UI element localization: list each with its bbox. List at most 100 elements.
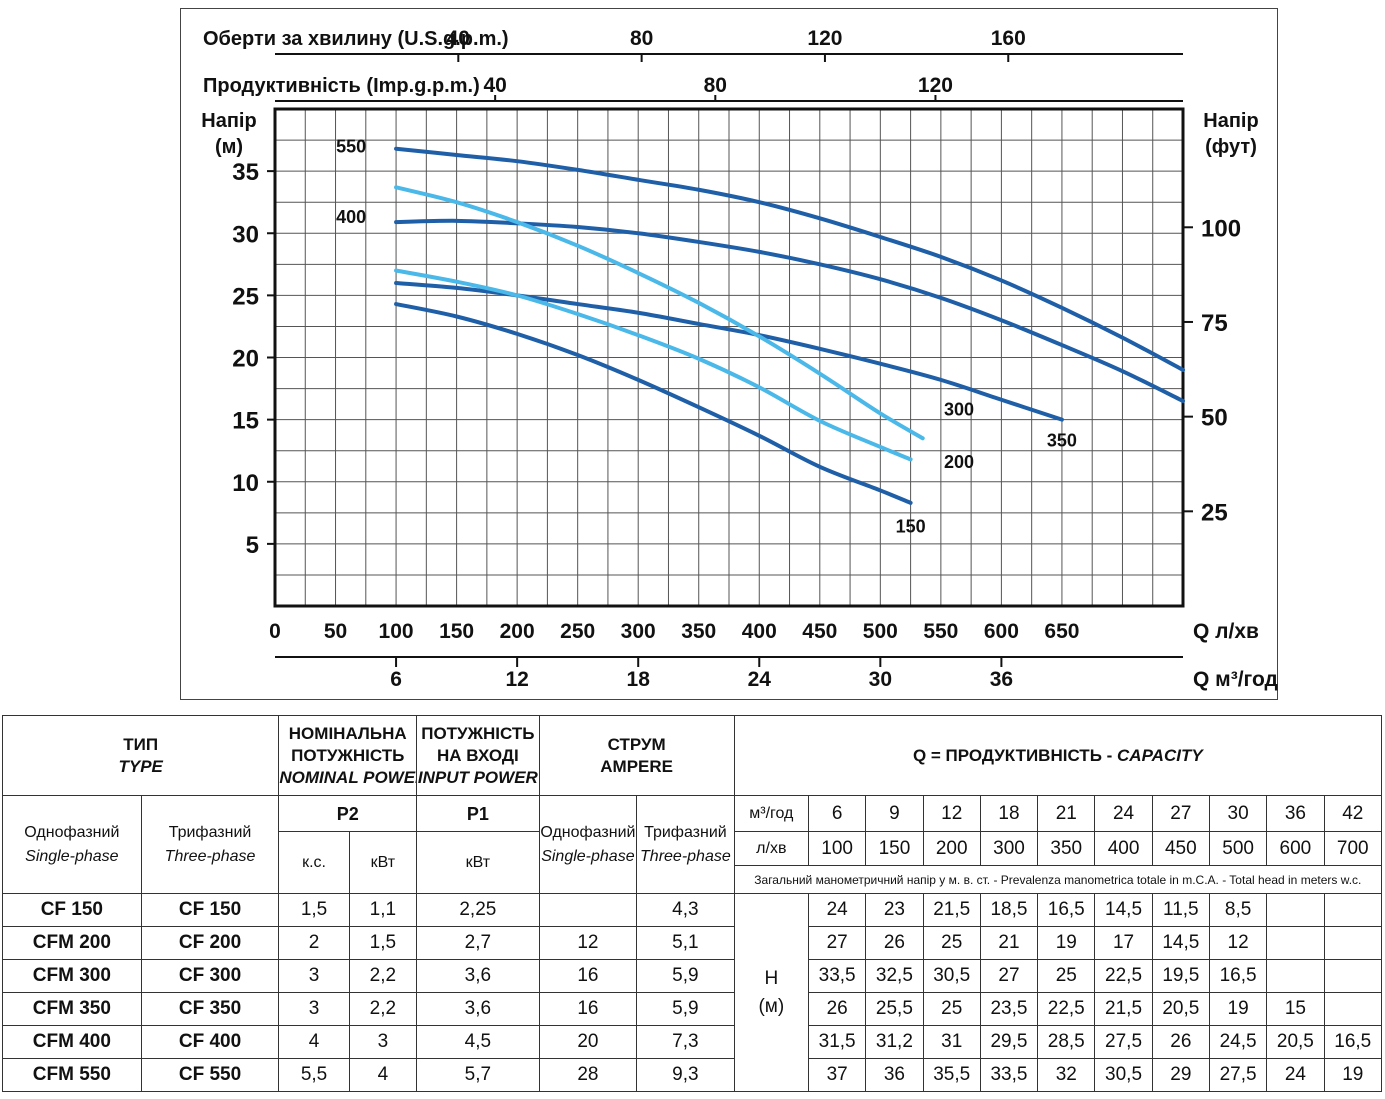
ampere-en: AMPERE xyxy=(600,756,674,776)
head-value xyxy=(1266,959,1325,993)
head-value: 26 xyxy=(807,992,867,1026)
input-power-en: INPUT POWER xyxy=(417,767,538,787)
table-row: CFM 200 CF 200 2 1,5 2,7 12 5,1 27 26 25 21 19 17 14,… xyxy=(2,926,1383,960)
x-top-usgpm-tick-label: 40 xyxy=(447,27,470,50)
y-right-label: Напір xyxy=(1203,110,1258,132)
capacity-ua: Q = ПРОДУКТИВНІСТЬ - xyxy=(912,745,1118,765)
amp-three-header: Трифазний Three-phase xyxy=(636,795,735,894)
x-top-impgpm-label: Продуктивність (Imp.g.p.m.) xyxy=(203,75,480,97)
head-value xyxy=(1266,893,1325,927)
capacity-m3h-cell: 30 xyxy=(1208,795,1268,832)
amp-three-ua: Трифазний xyxy=(644,823,727,841)
x-bottom-m3h-tick-label: 18 xyxy=(627,668,651,691)
x-bottom-lmin-tick-label: 600 xyxy=(984,620,1019,643)
y-right-tick-label: 100 xyxy=(1201,215,1241,242)
capacity-m3h-cell: 36 xyxy=(1266,795,1325,832)
x-top-impgpm-tick-label: 80 xyxy=(704,74,727,97)
head-value: 15 xyxy=(1266,992,1325,1026)
nominal-power-header: НОМІНАЛЬНА ПОТУЖНІСТЬ NOMINAL POWER xyxy=(278,715,418,796)
x-bottom-m3h-label: Q м³/год xyxy=(1193,668,1278,691)
amp-single: 28 xyxy=(538,1058,638,1092)
curve-200 xyxy=(394,268,913,462)
spec-rows: CF 150 CF 150 1,5 1,1 2,25 4,3 H (м) 24 23 21,5 18,… xyxy=(2,893,1383,1092)
amp-single-ua: Однофазний xyxy=(540,823,636,841)
x-top-usgpm-label: Оберти за хвилину (U.S.g.p.m.) xyxy=(203,28,509,50)
capacity-lmin-cell: 100 xyxy=(807,831,867,866)
x-bottom-m3h-tick-label: 30 xyxy=(869,668,892,691)
amp-single: 12 xyxy=(538,926,638,960)
model-single-phase: CF 150 xyxy=(2,893,142,927)
head-value: 31 xyxy=(922,1025,981,1059)
amp-single-header: Однофазний Single-phase xyxy=(538,795,638,894)
m3h-unit-cell: м³/год xyxy=(733,795,810,832)
amp-single xyxy=(538,893,638,927)
head-value: 37 xyxy=(807,1058,867,1092)
nominal-power-en: NOMINAL POWER xyxy=(279,767,417,787)
type-header-ua: ТИП xyxy=(123,734,159,754)
nominal-kw: 3 xyxy=(348,1025,418,1059)
head-value: 31,2 xyxy=(865,1025,924,1059)
head-value: 19,5 xyxy=(1151,959,1210,993)
nominal-power-ua-1: НОМІНАЛЬНА xyxy=(288,723,407,743)
input-power-ua-2: НА ВХОДІ xyxy=(437,745,519,765)
curve-label-200: 200 xyxy=(944,452,974,472)
head-value: 20,5 xyxy=(1151,992,1210,1026)
amp-three: 4,3 xyxy=(636,893,735,927)
capacity-m3h-cell: 42 xyxy=(1323,795,1383,832)
capacity-m3h-cell: 18 xyxy=(979,795,1039,832)
head-value: 24,5 xyxy=(1208,1025,1268,1059)
y-left-label: Напір xyxy=(201,110,256,132)
x-bottom-m3h-tick-label: 36 xyxy=(990,668,1013,691)
head-value: 21 xyxy=(979,926,1039,960)
head-value: 23,5 xyxy=(979,992,1039,1026)
head-value: 33,5 xyxy=(979,1058,1039,1092)
x-top-usgpm-tick-label: 120 xyxy=(807,27,842,50)
capacity-lmin-cell: 500 xyxy=(1208,831,1268,866)
head-value: 16,5 xyxy=(1323,1025,1383,1059)
model-single-phase: CFM 550 xyxy=(2,1058,142,1092)
three-phase-header: Трифазний Three-phase xyxy=(140,795,280,894)
nominal-kw: 2,2 xyxy=(348,959,418,993)
model-single-phase: CFM 350 xyxy=(2,992,142,1026)
head-value: 32,5 xyxy=(865,959,924,993)
head-value: 27 xyxy=(807,926,867,960)
y-right-tick-label: 50 xyxy=(1201,405,1228,432)
capacity-lmin-cell: 350 xyxy=(1037,831,1096,866)
y-left-tick-label: 5 xyxy=(246,532,259,559)
curve-label-350: 350 xyxy=(1047,431,1077,451)
capacity-m3h-cell: 9 xyxy=(865,795,924,832)
head-value: 32 xyxy=(1037,1058,1096,1092)
nominal-hp: 3 xyxy=(278,959,350,993)
hp-header: к.с. xyxy=(278,831,350,894)
x-bottom-lmin-tick-label: 150 xyxy=(439,620,474,643)
single-phase-header: Однофазний Single-phase xyxy=(2,795,142,894)
input-kw: 2,7 xyxy=(416,926,540,960)
pump-spec-table: ТИП TYPE НОМІНАЛЬНА ПОТУЖНІСТЬ NOMINAL P… xyxy=(1,715,1383,1092)
head-value: 22,5 xyxy=(1037,992,1096,1026)
nominal-kw: 1,1 xyxy=(348,893,418,927)
nominal-hp: 4 xyxy=(278,1025,350,1059)
head-value: 19 xyxy=(1208,992,1268,1026)
kw-header: кВт xyxy=(348,831,418,894)
y-left-tick-label: 15 xyxy=(232,408,259,435)
head-value: 26 xyxy=(865,926,924,960)
y-right-tick-label: 25 xyxy=(1201,499,1228,526)
head-value: 36 xyxy=(865,1058,924,1092)
pump-curve-chart: 550 400 350 300 200 150 5 10 15 20 25 30 35 Напір (м) 2… xyxy=(180,8,1278,700)
head-value xyxy=(1323,959,1383,993)
ampere-header: СТРУМ AMPERE xyxy=(538,715,735,796)
capacity-lmin-cell: 450 xyxy=(1151,831,1210,866)
head-value: 33,5 xyxy=(807,959,867,993)
x-bottom-m3h-tick-label: 12 xyxy=(505,668,528,691)
x-top-impgpm-tick-label: 40 xyxy=(483,74,506,97)
head-value: 31,5 xyxy=(807,1025,867,1059)
nominal-kw: 4 xyxy=(348,1058,418,1092)
capacity-lmin-cell: 600 xyxy=(1266,831,1325,866)
head-value: 29,5 xyxy=(979,1025,1039,1059)
ampere-ua: СТРУМ xyxy=(607,734,666,754)
type-header-en: TYPE xyxy=(118,756,163,776)
nominal-kw: 1,5 xyxy=(348,926,418,960)
single-phase-en: Single-phase xyxy=(25,847,119,865)
head-unit-cell: H (м) xyxy=(733,893,810,1092)
x-bottom-lmin-tick-label: 350 xyxy=(681,620,716,643)
